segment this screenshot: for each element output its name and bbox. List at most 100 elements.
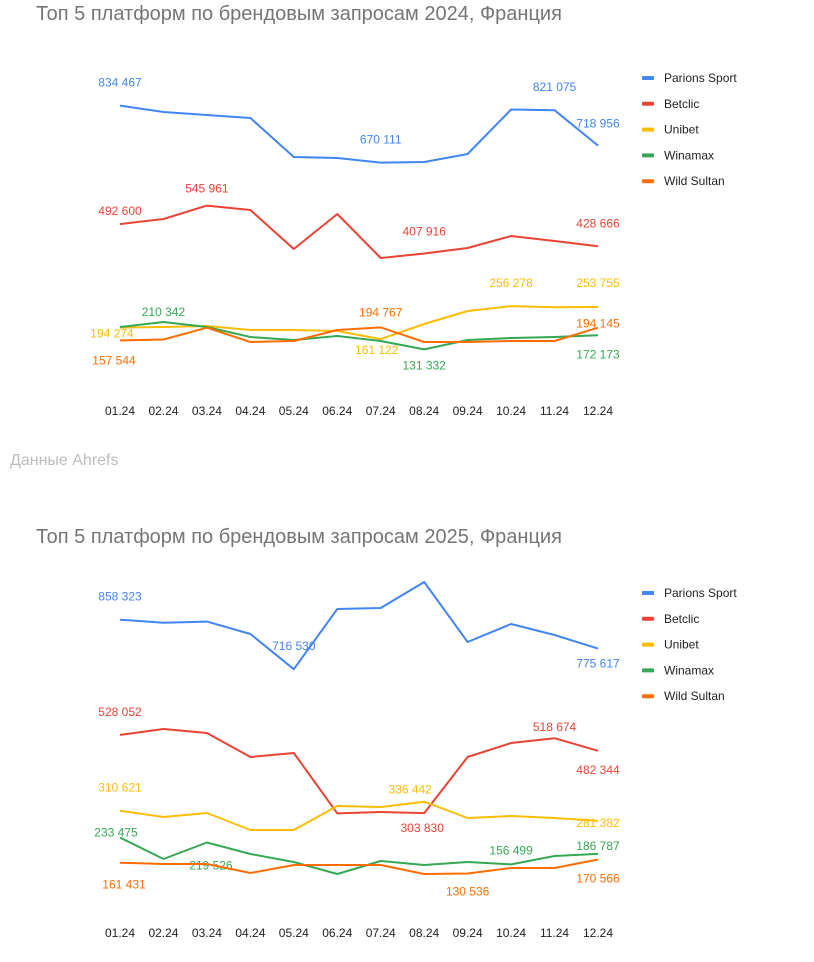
data-label: 256 278 [489,276,533,290]
legend-label: Unibet [664,638,699,652]
x-tick-label: 11.24 [540,404,569,418]
legend-swatch [642,179,654,184]
legend-item[interactable]: Parions Sport [642,586,737,600]
data-label: 194 767 [359,305,403,319]
x-tick-label: 05.24 [279,926,309,940]
legend-item[interactable]: Betclic [642,612,699,626]
data-label: 407 916 [402,225,446,239]
data-label: 482 344 [576,763,620,777]
x-tick-label: 02.24 [148,404,178,418]
data-label: 718 956 [576,117,620,131]
data-label: 157 544 [92,353,136,367]
source-note: Данные Ahrefs [10,452,119,469]
legend-label: Wild Sultan [664,689,725,703]
series-line-winamax [119,321,599,351]
chart-title-2024: Топ 5 платформ по брендовым запросам 202… [36,3,562,25]
x-tick-label: 04.24 [235,404,265,418]
legend-item[interactable]: Unibet [642,638,699,652]
data-label: 492 600 [98,204,142,218]
data-label: 821 075 [533,80,577,94]
series-line-wild-sultan [119,326,599,343]
x-tick-label: 01.24 [105,404,135,418]
x-tick-label: 03.24 [192,926,222,940]
data-label: 336 442 [388,783,432,797]
series-line-winamax [119,836,599,875]
x-tick-label: 01.24 [105,926,135,940]
data-label: 775 617 [576,657,620,671]
legend-label: Parions Sport [664,586,737,600]
data-label: 253 755 [576,276,620,290]
x-tick-label: 10.24 [496,926,526,940]
data-label: 161 431 [102,878,146,892]
data-label: 186 787 [576,839,620,853]
legend-swatch [642,127,654,132]
chart-title-2025: Топ 5 платформ по брендовым запросам 202… [36,526,562,548]
data-label: 156 499 [489,843,533,857]
data-label: 161 122 [355,343,399,357]
data-label: 130 536 [446,884,490,898]
legend-item[interactable]: Parions Sport [642,71,737,85]
series-line-unibet [119,800,599,831]
x-tick-label: 11.24 [540,926,569,940]
x-tick-label: 09.24 [453,926,483,940]
legend-item[interactable]: Wild Sultan [642,174,725,188]
legend-label: Parions Sport [664,71,737,85]
series-line-betclic [119,728,599,815]
data-label: 172 173 [576,347,620,361]
series-line-parions-sport [119,581,599,671]
data-label: 170 566 [576,872,620,886]
x-tick-label: 07.24 [366,404,396,418]
data-label: 518 674 [533,720,577,734]
data-label: 858 323 [98,590,142,604]
series-line-parions-sport [119,104,599,164]
data-label: 210 342 [142,305,186,319]
data-label: 194 145 [576,317,620,331]
legend-item[interactable]: Unibet [642,123,699,137]
chart-2024: 01.24 02.24 03.24 04.24 05.24 06.24 07.24 08.24… [90,71,737,418]
data-label: 528 052 [98,705,142,719]
legend-label: Winamax [664,148,714,162]
legend-label: Wild Sultan [664,174,725,188]
x-tick-label: 10.24 [496,404,526,418]
legend-swatch [642,153,654,158]
data-label: 303 830 [400,821,444,835]
legend-swatch [642,668,654,673]
legend-item[interactable]: Betclic [642,97,699,111]
legend-item[interactable]: Winamax [642,148,714,162]
legend-swatch [642,76,654,80]
x-tick-label: 07.24 [366,926,396,940]
legend-item[interactable]: Winamax [642,663,714,677]
data-label: 834 467 [98,76,142,90]
x-tick-label: 03.24 [192,404,222,418]
x-tick-label: 09.24 [453,404,483,418]
legend-label: Betclic [664,612,699,626]
x-tick-label: 12.24 [583,404,613,418]
legend-item[interactable]: Wild Sultan [642,689,725,703]
data-label: 310 621 [98,781,142,795]
x-tick-label: 06.24 [322,404,352,418]
x-tick-label: 08.24 [409,404,439,418]
x-tick-label: 06.24 [322,926,352,940]
x-tick-label: 12.24 [583,926,613,940]
series-line-wild-sultan [119,858,599,875]
legend-swatch [642,616,654,621]
data-label: 716 530 [272,639,316,653]
data-label: 233 475 [94,826,138,840]
data-label: 194 274 [90,327,134,341]
data-label: 131 332 [402,358,446,372]
data-label: 670 111 [360,133,402,147]
data-label: 545 961 [185,182,229,196]
x-tick-label: 05.24 [279,404,309,418]
legend-swatch [642,642,654,647]
series-line-betclic [119,204,599,259]
data-label: 428 666 [576,216,620,230]
legend-swatch [642,101,654,106]
data-label: 281 382 [576,816,620,830]
legend-label: Unibet [664,123,699,137]
legend-label: Winamax [664,663,714,677]
legend-swatch [642,591,654,595]
legend-swatch [642,694,654,699]
legend-label: Betclic [664,97,699,111]
x-tick-label: 08.24 [409,926,439,940]
